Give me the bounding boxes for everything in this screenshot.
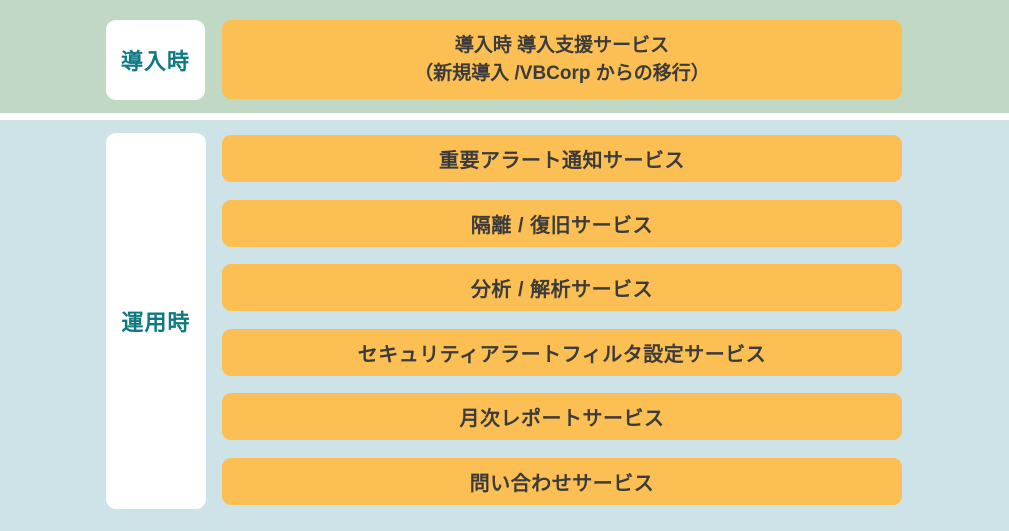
intro-service-bar-line1: 導入時 導入支援サービス (454, 34, 670, 56)
operation-phase-label: 運用時 (106, 133, 206, 509)
service-bar-label: セキュリティアラートフィルタ設定サービス (357, 343, 767, 366)
operation-bars: 重要アラート通知サービス 隔離 / 復旧サービス 分析 / 解析サービスセキュリティ… (222, 135, 902, 505)
operation-phase-label-text: 運用時 (121, 310, 191, 335)
intro-service-bar: 導入時 導入支援サービス （新規導入 /VBCorp からの移行） (222, 20, 902, 99)
service-bar-label: 問い合わせサービス (469, 472, 655, 495)
service-bar: 月次レポートサービス (222, 393, 902, 441)
intro-phase-label: 導入時 (106, 20, 205, 100)
service-bar-label: 重要アラート通知サービス (439, 150, 685, 172)
service-bar: セキュリティアラートフィルタ設定サービス (222, 328, 902, 376)
service-bar-label: 分析 / 解析サービス (470, 279, 654, 302)
service-bar: 隔離 / 復旧サービス (222, 199, 902, 247)
intro-phase-label-text: 導入時 (120, 49, 190, 74)
service-bar: 分析 / 解析サービス (222, 264, 902, 312)
service-bar-label: 隔離 / 復旧サービス (470, 214, 654, 237)
intro-service-bar-line2: （新規導入 /VBCorp からの移行） (414, 62, 710, 84)
service-bar: 重要アラート通知サービス (222, 135, 902, 182)
service-bar-label: 月次レポートサービス (459, 408, 665, 431)
service-bar: 問い合わせサービス (222, 457, 902, 505)
